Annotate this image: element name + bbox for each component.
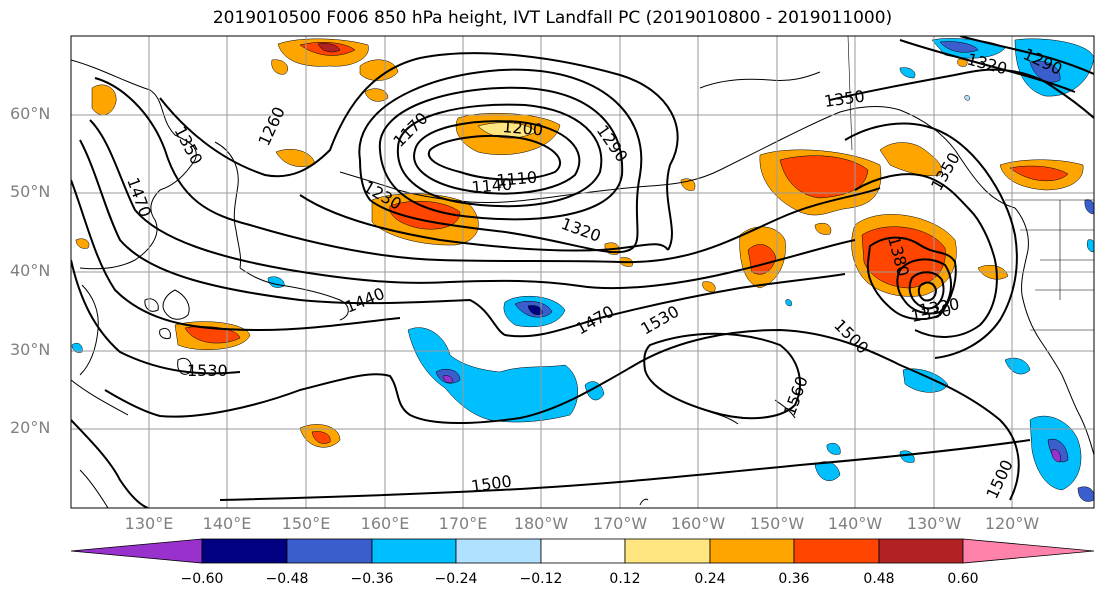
colorbar-tick-label: −0.60 bbox=[180, 571, 224, 587]
lon-label: 160°E bbox=[360, 514, 410, 533]
colorbar bbox=[70, 538, 1095, 564]
colorbar-extend-low bbox=[70, 538, 203, 564]
map-plot-area: 1350 1470 1260 1170 1200 1290 1110 1140 … bbox=[71, 36, 1094, 508]
map-frame bbox=[70, 35, 1095, 509]
lon-label: 130°W bbox=[906, 514, 962, 533]
lon-label: 170°W bbox=[592, 514, 648, 533]
lat-label: 40°N bbox=[10, 261, 51, 280]
colorbar-tick-label: −0.36 bbox=[350, 571, 394, 587]
political-borders bbox=[847, 36, 1094, 331]
lon-label: 150°E bbox=[281, 514, 331, 533]
lon-label: 180°W bbox=[513, 514, 569, 533]
coastlines bbox=[71, 59, 1094, 508]
colorbar-tick-label: 0.24 bbox=[694, 571, 726, 587]
lon-label: 150°W bbox=[749, 514, 805, 533]
colorbar-tick-label: −0.12 bbox=[519, 571, 563, 587]
lon-label: 160°W bbox=[670, 514, 726, 533]
lon-label: 120°W bbox=[984, 514, 1040, 533]
colorbar-tick-label: 0.60 bbox=[947, 571, 979, 587]
colorbar-tick-label: −0.48 bbox=[265, 571, 309, 587]
colorbar-tick-label: 0.12 bbox=[609, 571, 641, 587]
contour-label: 1200 bbox=[502, 117, 544, 139]
lon-label: 170°E bbox=[438, 514, 488, 533]
contour-label: 1140 bbox=[471, 175, 513, 197]
contour-label: 1530 bbox=[187, 361, 228, 380]
lon-label: 130°E bbox=[124, 514, 174, 533]
lat-label: 20°N bbox=[10, 418, 51, 437]
negative-anomaly-shading bbox=[71, 38, 1094, 502]
height-contours bbox=[71, 36, 1094, 508]
lon-label: 140°E bbox=[202, 514, 252, 533]
positive-anomaly-shading bbox=[75, 38, 1084, 448]
colorbar-tick-label: 0.48 bbox=[863, 571, 895, 587]
colorbar-tick-label: −0.24 bbox=[434, 571, 478, 587]
lat-label: 50°N bbox=[10, 182, 51, 201]
map-title: 2019010500 F006 850 hPa height, IVT Land… bbox=[212, 8, 893, 28]
contour-label: 1110 bbox=[496, 168, 538, 190]
lat-label: 30°N bbox=[10, 340, 51, 359]
lat-lon-grid bbox=[71, 36, 1094, 508]
lat-label: 60°N bbox=[10, 104, 51, 123]
colorbar-tick-label: 0.36 bbox=[778, 571, 810, 587]
lon-label: 140°W bbox=[827, 514, 883, 533]
colorbar-extend-high bbox=[962, 538, 1095, 564]
